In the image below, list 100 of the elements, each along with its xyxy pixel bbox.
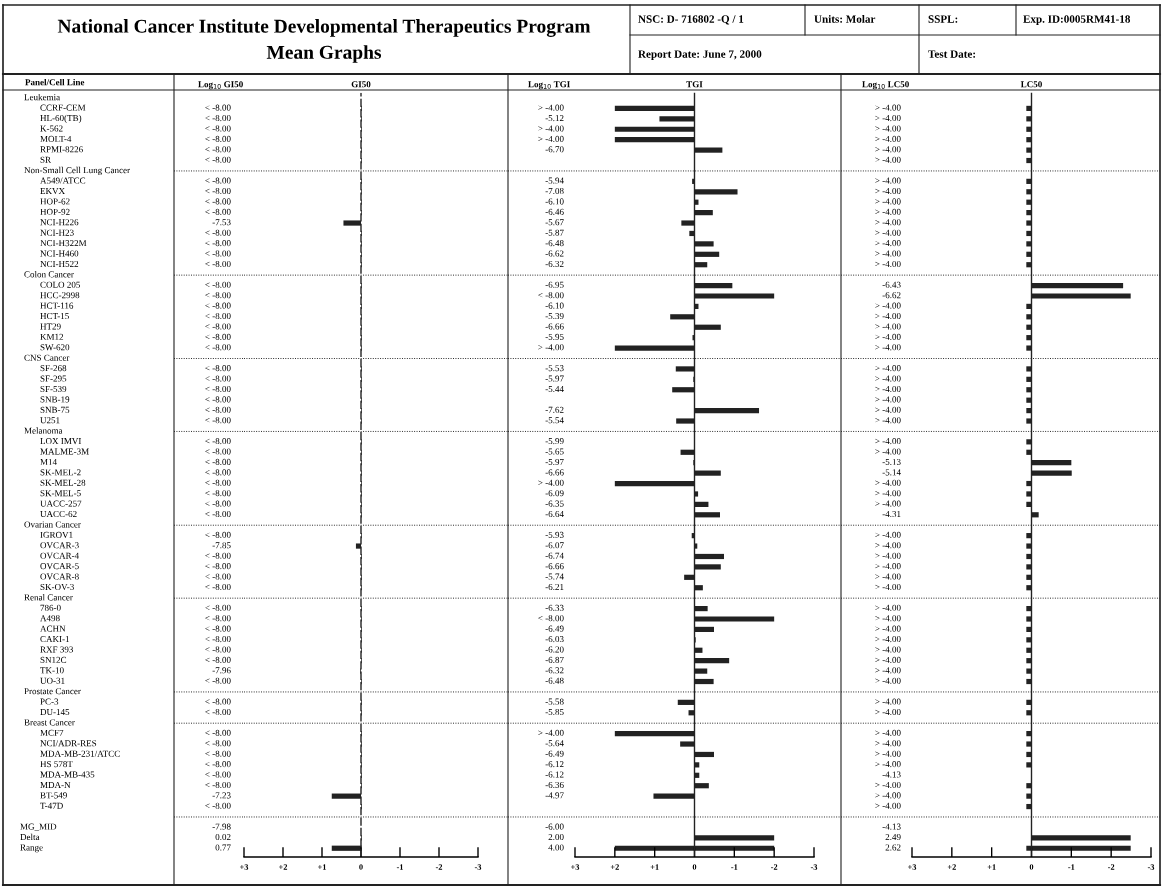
text: -5.44 — [545, 385, 564, 393]
data-label: -7.98 — [212, 823, 231, 830]
category-label: A498 — [40, 615, 60, 622]
category-label: MDA-N — [40, 781, 71, 788]
text: -5.12 — [545, 115, 564, 122]
text: -4.97 — [545, 792, 564, 799]
text: SSPL: — [928, 15, 958, 23]
category-label: Leukemia — [24, 93, 60, 101]
text: -5.97 — [545, 375, 564, 382]
category-label: HL-60(TB) — [40, 114, 82, 123]
text: > -4.00 — [875, 708, 901, 716]
x-tick-label: +3 — [907, 864, 917, 870]
text: -5.74 — [545, 573, 564, 580]
text: > -4.00 — [875, 792, 901, 799]
text: -5.54 — [545, 417, 564, 424]
text: -5.99 — [545, 438, 564, 445]
text: > -4.00 — [875, 385, 901, 393]
data-label: < -8.00 — [205, 510, 231, 518]
x-tick-label: +1 — [987, 864, 996, 870]
category-label: MCF7 — [40, 729, 64, 736]
text: -6.03 — [545, 636, 564, 643]
category-label: T-47D — [40, 802, 63, 809]
text: > -4.00 — [875, 604, 901, 611]
x-tick-label: -3 — [1147, 864, 1155, 870]
text: -5.95 — [545, 333, 564, 340]
data-label: < -8.00 — [205, 708, 231, 716]
category-label: HOP-62 — [40, 198, 70, 205]
data-label: < -8.00 — [205, 375, 231, 382]
text: > -4.00 — [875, 229, 901, 236]
text: -6.48 — [545, 240, 564, 247]
x-tick-label: +2 — [610, 864, 619, 870]
category-label: CCRF-CEM — [40, 104, 86, 111]
text: -5.14 — [882, 469, 901, 476]
data-label: < -8.00 — [205, 250, 231, 257]
text: > -4.00 — [875, 698, 901, 705]
text: > -4.00 — [875, 406, 901, 413]
data-label: < -8.00 — [205, 156, 231, 163]
text: < -8.00 — [538, 615, 564, 622]
text: > -4.00 — [875, 479, 901, 486]
text: -6.09 — [545, 490, 564, 497]
x-tick-label: +1 — [317, 864, 327, 870]
text: Mean Graphs — [266, 45, 382, 63]
text: > -4.00 — [875, 740, 901, 747]
text: Log$_{10}$ LC50 — [862, 81, 909, 90]
category-label: SK-MEL-2 — [40, 469, 81, 476]
text: -5.85 — [545, 708, 564, 716]
text: -6.46 — [545, 208, 564, 215]
text: -4.31 — [882, 510, 901, 518]
text: > -4.00 — [875, 344, 901, 351]
category-label: LOX IMVI — [40, 438, 82, 445]
data-label: < -8.00 — [205, 438, 231, 445]
category-label: SF-295 — [40, 375, 67, 382]
text: > -4.00 — [875, 198, 901, 205]
text: -6.62 — [882, 292, 901, 299]
data-label: < -8.00 — [205, 750, 231, 757]
category-label: COLO 205 — [40, 281, 81, 288]
category-label: Non-Small Cell Lung Cancer — [24, 166, 130, 176]
category-label: MG_MID — [20, 823, 57, 831]
category-label: Ovarian Cancer — [24, 521, 81, 528]
text: > -4.00 — [875, 656, 901, 663]
category-label: IGROV1 — [40, 531, 73, 538]
text: > -4.00 — [875, 417, 901, 424]
data-label: < -8.00 — [205, 781, 231, 789]
category-label: Prostate Cancer — [24, 688, 81, 695]
data-label: < -8.00 — [205, 698, 231, 705]
text: > -4.00 — [875, 250, 901, 257]
text: -5.67 — [545, 219, 564, 226]
data-label: < -8.00 — [205, 104, 231, 111]
text: > -4.00 — [875, 500, 901, 507]
data-label: < -8.00 — [205, 240, 231, 247]
category-label: SW-620 — [40, 344, 70, 351]
data-label: < -8.00 — [205, 396, 231, 403]
data-label: < -8.00 — [205, 365, 231, 372]
data-label: < -8.00 — [205, 344, 231, 351]
text: > -4.00 — [875, 365, 901, 372]
category-label: NCI-H23 — [40, 229, 74, 236]
data-label: < -8.00 — [205, 333, 231, 340]
text: > -4.00 — [875, 115, 901, 122]
category-label: RPMI-8226 — [40, 146, 83, 153]
text: > -4.00 — [875, 333, 901, 340]
text: -6.32 — [545, 667, 564, 674]
text: Units: Molar — [814, 14, 876, 23]
text: > -4.00 — [875, 573, 901, 580]
chart-title: LC50 — [1020, 81, 1042, 88]
data-label: < -8.00 — [205, 406, 231, 413]
text: -6.43 — [882, 281, 901, 288]
text: 4.00 — [548, 844, 564, 851]
category-label: K-562 — [40, 125, 63, 132]
text: -6.36 — [545, 781, 564, 789]
x-tick-label: +3 — [570, 864, 580, 870]
category-label: HS 578T — [40, 761, 73, 768]
text: > -4.00 — [875, 448, 901, 455]
x-tick-label: -2 — [1108, 864, 1115, 870]
category-label: SNB-19 — [40, 396, 70, 403]
text: > -4.00 — [875, 552, 901, 559]
data-label: < -8.00 — [205, 740, 231, 747]
text: -6.07 — [545, 542, 564, 549]
data-label: < -8.00 — [205, 656, 231, 663]
data-label: < -8.00 — [205, 604, 231, 611]
category-label: CAKI-1 — [40, 636, 70, 643]
